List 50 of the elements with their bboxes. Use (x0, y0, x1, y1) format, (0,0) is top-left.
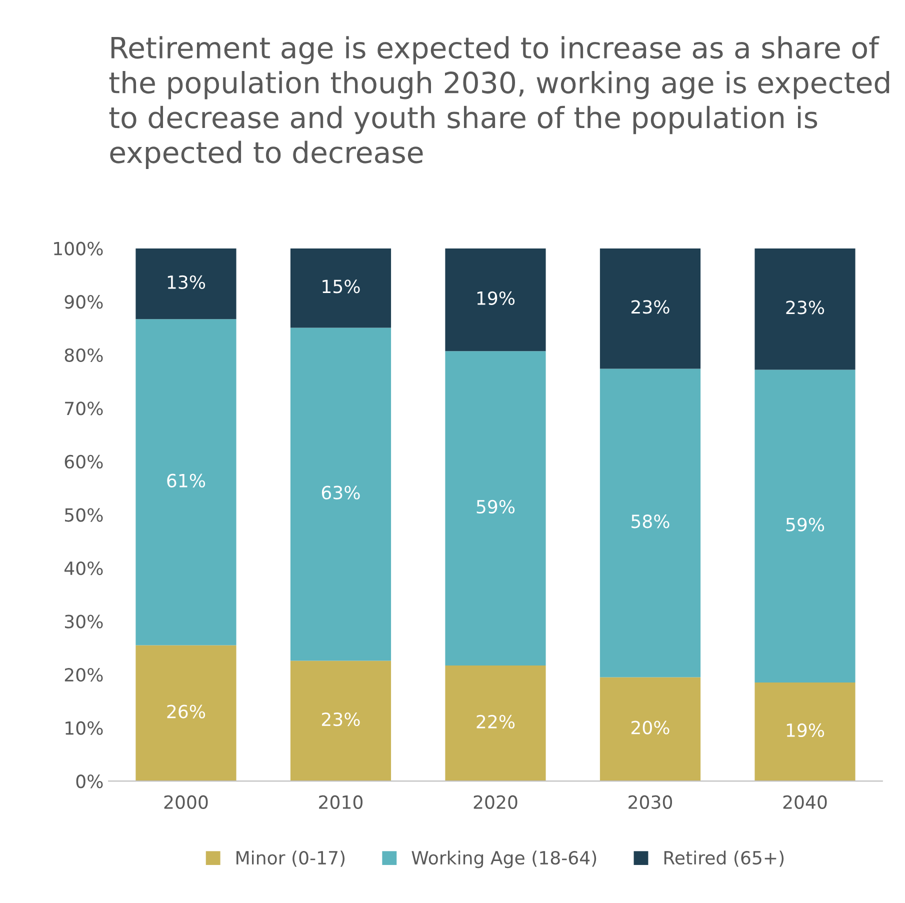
bar (754, 370, 856, 683)
data-label: 23% (322, 712, 360, 726)
bar (136, 645, 236, 782)
data-label: 63% (322, 486, 360, 500)
y-tick-label: 90% (64, 295, 103, 309)
data-label: 59% (786, 518, 824, 532)
x-tick-label: 2030 (628, 795, 672, 809)
y-tick-label: 0% (76, 774, 103, 788)
data-label: 59% (476, 500, 515, 514)
legend-label: Working Age (18-64) (412, 850, 596, 868)
data-label: 61% (167, 474, 206, 488)
bar (754, 682, 856, 782)
x-tick-label: 2000 (164, 795, 208, 809)
data-label: 23% (786, 300, 824, 314)
y-tick-label: 70% (65, 402, 103, 416)
y-tick-label: 100% (54, 242, 103, 256)
data-label: 19% (477, 291, 515, 305)
y-tick-label: 60% (64, 454, 103, 469)
bar (445, 351, 546, 666)
legend-label: Minor (0-17) (236, 850, 345, 867)
x-tick-label: 2040 (783, 795, 827, 809)
y-tick-label: 50% (65, 508, 103, 522)
y-tick-label: 80% (64, 348, 103, 362)
bar (600, 248, 701, 369)
data-label: 58% (632, 514, 670, 528)
legend-label: Retired (65+) (664, 850, 784, 867)
x-tick-label: 2020 (474, 795, 518, 809)
bar (754, 248, 856, 370)
x-tick-label: 2010 (319, 795, 363, 809)
bar (445, 665, 546, 782)
data-label: 13% (168, 275, 206, 289)
y-tick-label: 20% (64, 668, 103, 682)
data-label: 15% (322, 280, 360, 294)
data-label: 20% (632, 720, 670, 734)
data-label: 22% (476, 714, 515, 729)
data-label: 23% (632, 300, 670, 314)
bar (445, 248, 546, 352)
bar (290, 328, 392, 661)
y-tick-label: 30% (64, 614, 103, 628)
bar (290, 248, 392, 328)
bar (136, 319, 236, 646)
chart-title: Retirement age is expected to increase as a share of the population though 2030, working age is expected to decrease and youth share of the population is expected to decrease (109, 36, 890, 169)
bar (600, 368, 701, 678)
bar (600, 677, 701, 782)
data-label: 19% (786, 723, 824, 738)
bar (290, 660, 392, 782)
data-label: 26% (167, 704, 206, 718)
y-tick-label: 40% (64, 561, 103, 576)
bar (136, 248, 236, 320)
y-tick-label: 10% (66, 721, 103, 735)
